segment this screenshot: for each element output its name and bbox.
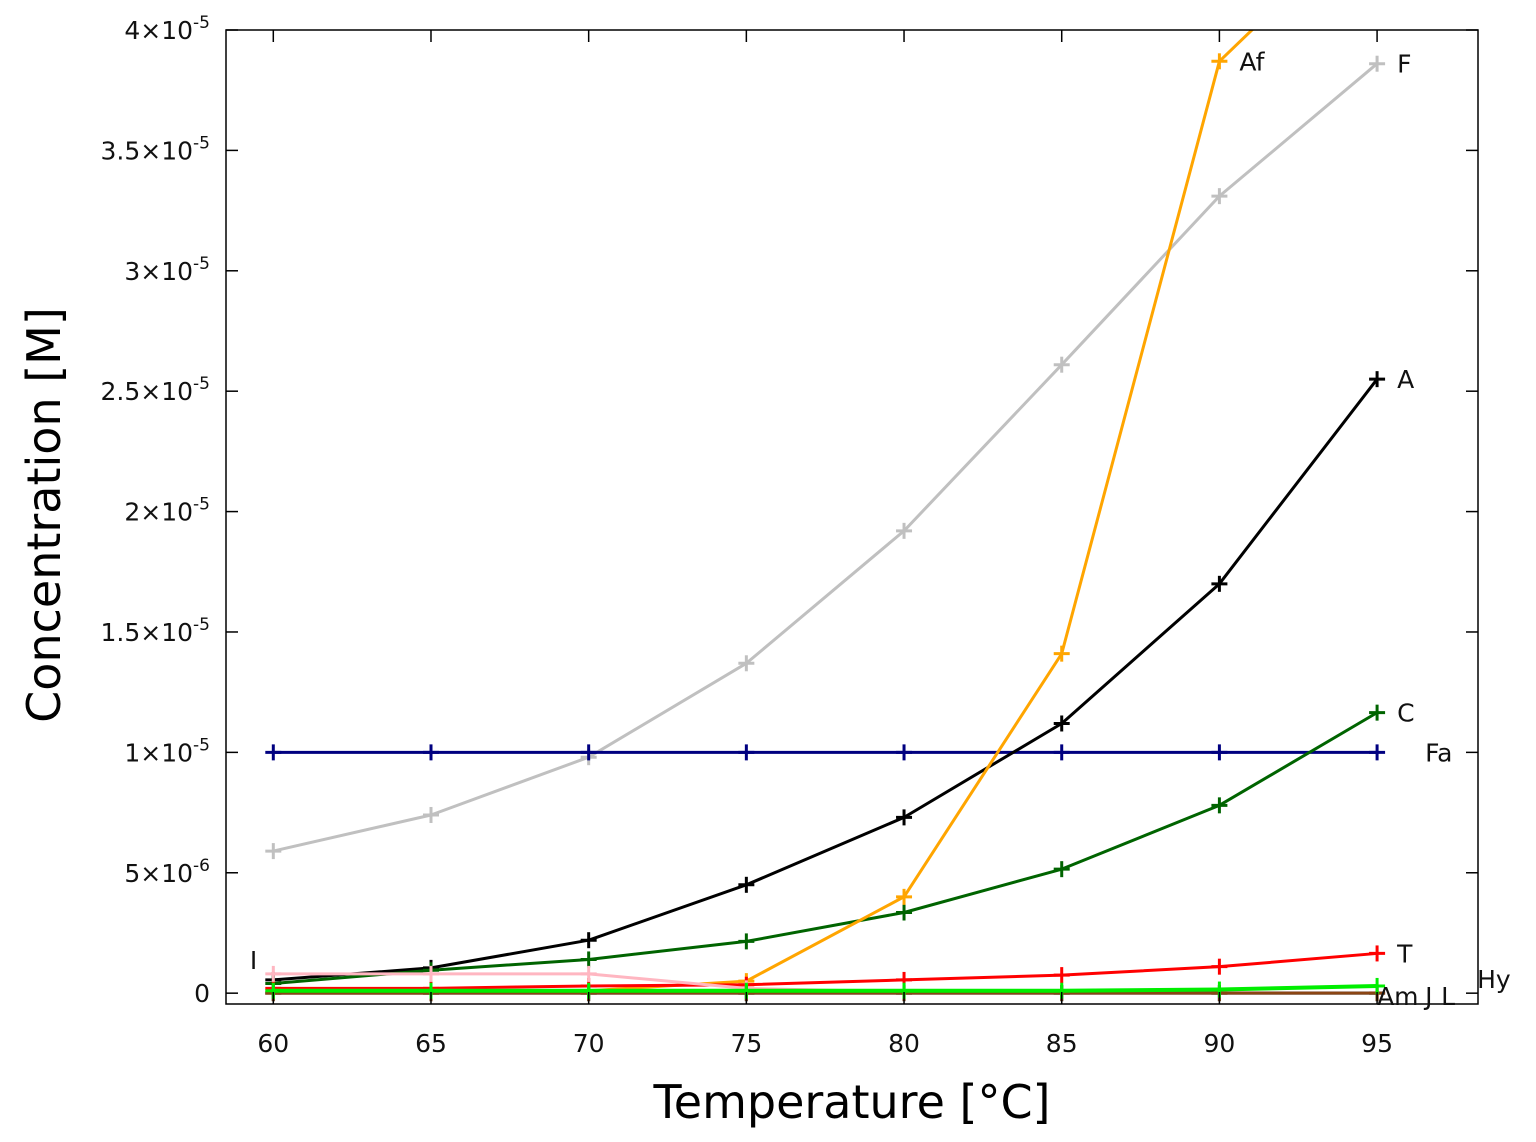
series-label-t: T — [1396, 939, 1413, 968]
x-tick-label: 85 — [1046, 1029, 1078, 1058]
data-point-a — [580, 932, 597, 949]
series-a — [265, 371, 1386, 988]
data-point-f — [738, 655, 755, 672]
data-point-hy — [1369, 977, 1386, 994]
data-point-fa — [738, 744, 755, 761]
series-label-hy: Hy — [1477, 965, 1511, 994]
data-point-i — [422, 965, 439, 982]
series-label-am: Am — [1377, 982, 1418, 1011]
y-tick-label: 0 — [194, 979, 210, 1008]
data-point-af — [1053, 645, 1070, 662]
data-point-i — [580, 965, 597, 982]
series-label-a: A — [1397, 365, 1414, 394]
data-point-c — [1053, 861, 1070, 878]
y-tick-label: 5×10-6 — [124, 856, 210, 888]
series-label-j: J — [1423, 982, 1432, 1011]
data-point-t — [1053, 967, 1070, 984]
data-point-t — [1369, 945, 1386, 962]
y-tick-label: 3.5×10-5 — [101, 133, 210, 165]
data-point-f — [1053, 356, 1070, 373]
series-label-f: F — [1397, 50, 1411, 79]
data-point-a — [1053, 715, 1070, 732]
data-point-f — [1369, 55, 1386, 72]
data-point-f — [1211, 188, 1228, 205]
data-point-f — [896, 522, 913, 539]
data-point-i — [265, 965, 282, 982]
data-point-a — [896, 809, 913, 826]
data-point-fa — [265, 744, 282, 761]
y-tick-label: 2×10-5 — [124, 495, 210, 527]
data-point-af — [896, 888, 913, 905]
data-point-a — [1369, 371, 1386, 388]
y-axis-title: Concentration [M] — [17, 307, 71, 723]
series-label-i: I — [250, 946, 257, 975]
x-tick-label: 60 — [257, 1029, 289, 1058]
data-point-a — [738, 876, 755, 893]
x-tick-label: 95 — [1361, 1029, 1393, 1058]
series-line-t — [273, 951, 1378, 990]
labels-layer: F Fa A C Af T I Am J L Hy — [250, 47, 1511, 1011]
data-point-f — [265, 843, 282, 860]
data-point-c — [738, 933, 755, 950]
data-point-f — [422, 806, 439, 823]
x-tick-label: 80 — [888, 1029, 920, 1058]
x-tick-label: 90 — [1203, 1029, 1235, 1058]
data-point-c — [1211, 797, 1228, 814]
x-tick-label: 70 — [573, 1029, 605, 1058]
x-tick-label: 75 — [730, 1029, 762, 1058]
y-tick-label: 2.5×10-5 — [101, 374, 210, 406]
data-point-c — [580, 951, 597, 968]
y-tick-label: 3×10-5 — [124, 254, 210, 286]
x-axis-title: Temperature [°C] — [652, 1075, 1050, 1129]
x-tick-label: 65 — [415, 1029, 447, 1058]
series-line-hy — [273, 983, 1378, 993]
data-point-fa — [580, 744, 597, 761]
data-point-c — [1369, 704, 1386, 721]
data-point-fa — [422, 744, 439, 761]
data-point-t — [1211, 958, 1228, 975]
axes-layer: 60 65 70 75 80 85 90 95 0 5×10-6 1×10-5 1.5×10-5 2×1… — [101, 13, 1479, 1058]
y-tick-label: 4×10-5 — [124, 13, 210, 45]
data-point-fa — [896, 744, 913, 761]
series-line-c — [273, 711, 1378, 986]
series-label-fa: Fa — [1425, 738, 1452, 767]
y-tick-label: 1×10-5 — [124, 735, 210, 767]
series-f — [265, 55, 1386, 860]
data-point-fa — [1053, 744, 1070, 761]
series-fa — [265, 744, 1386, 761]
series-line-f — [272, 62, 1379, 853]
y-tick-label: 1.5×10-5 — [101, 615, 210, 647]
series-line-a — [273, 378, 1379, 982]
data-point-fa — [1211, 744, 1228, 761]
plot-frame — [225, 29, 1479, 1005]
data-point-fa — [1369, 744, 1386, 761]
series-label-c: C — [1397, 699, 1414, 728]
data-point-a — [1211, 575, 1228, 592]
series-label-l: L — [1441, 982, 1455, 1011]
series-label-af: Af — [1239, 47, 1265, 76]
data-point-af — [1211, 53, 1228, 70]
data-point-c — [896, 904, 913, 921]
